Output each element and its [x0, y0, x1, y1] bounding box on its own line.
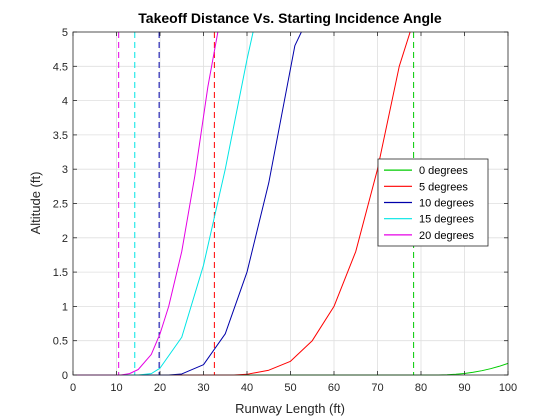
- legend: 0 degrees 5 degrees 10 degrees 15 degrees 20…: [377, 158, 489, 247]
- x-tick-label: 40: [241, 382, 253, 394]
- x-tick-label: 10: [110, 382, 122, 394]
- curve-15-degrees: [73, 31, 254, 376]
- curve-20-degrees: [73, 31, 219, 376]
- y-tick-label: 3: [62, 164, 68, 176]
- x-axis-label: Runway Length (ft): [235, 401, 345, 416]
- x-tick-label: 20: [154, 382, 166, 394]
- curve-10-degrees: [73, 31, 302, 376]
- curve-5-degrees: [73, 31, 411, 376]
- y-tick-label: 5: [62, 27, 68, 39]
- x-tick-label: 30: [197, 382, 209, 394]
- x-tick-label: 80: [415, 382, 427, 394]
- y-tick-label: 1: [62, 301, 68, 313]
- legend-label-5-degrees: 5 degrees: [419, 181, 468, 193]
- x-tick-label: 70: [371, 382, 383, 394]
- x-tick-label: 60: [328, 382, 340, 394]
- y-tick-label: 0.5: [53, 336, 68, 348]
- y-tick-label: 2: [62, 233, 68, 245]
- legend-label-20-degrees: 20 degrees: [419, 230, 475, 242]
- y-tick-label: 3.5: [53, 130, 68, 142]
- x-tick-label: 50: [284, 382, 296, 394]
- x-tick-label: 100: [499, 382, 517, 394]
- axis-ticks: 0 10 20 30 40 50 60 70 80 90 100 0 0.5 1 1.5 2 2.5 3 3.5 4 4…: [53, 27, 517, 394]
- y-tick-label: 0: [62, 370, 68, 382]
- legend-label-10-degrees: 10 degrees: [419, 198, 475, 210]
- chart-title: Takeoff Distance Vs. Starting Incidence …: [138, 10, 442, 26]
- y-tick-label: 1.5: [53, 267, 68, 279]
- y-tick-label: 4: [62, 96, 68, 108]
- x-tick-label: 90: [458, 382, 470, 394]
- y-tick-label: 4.5: [53, 61, 68, 73]
- x-tick-label: 0: [70, 382, 76, 394]
- legend-label-15-degrees: 15 degrees: [419, 214, 475, 226]
- y-axis-label: Altitude (ft): [28, 172, 43, 235]
- y-tick-label: 2.5: [53, 199, 68, 211]
- legend-label-0-degrees: 0 degrees: [419, 165, 468, 177]
